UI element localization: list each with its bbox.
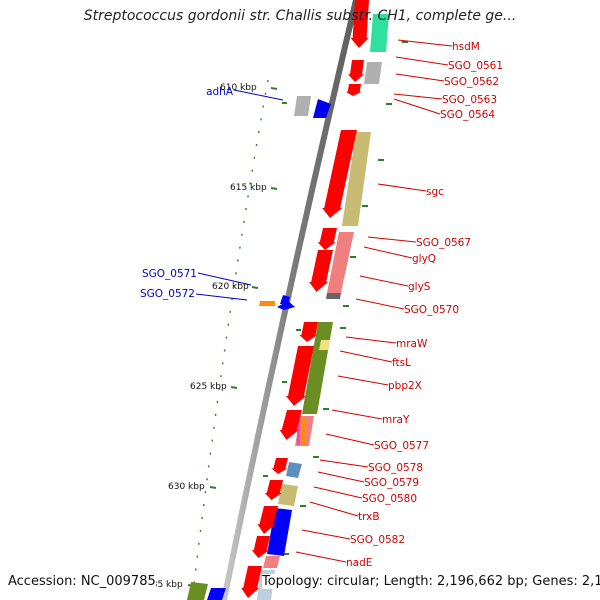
- gene-arrow: [299, 322, 318, 342]
- ruler-label: 615 kbp: [230, 183, 267, 193]
- ruler-label: 625 kbp: [190, 382, 227, 392]
- topology-text: Topology: circular; Length: 2,196,662 bp…: [262, 574, 600, 589]
- gene-arrow: [322, 130, 357, 218]
- gene-label: adhA: [206, 86, 234, 98]
- gene-arrow: [286, 346, 314, 406]
- ruler-label: 610 kbp: [220, 83, 257, 93]
- gene-label: SGO_0562: [444, 76, 499, 88]
- gene-label: SGO_0570: [404, 304, 459, 316]
- gene-label: SGO_0563: [442, 94, 497, 106]
- gene-label: trxB: [358, 511, 380, 523]
- ruler-label: 620 kbp: [212, 282, 249, 292]
- gene-arrow: [241, 566, 262, 598]
- gene-label: SGO_0577: [374, 440, 429, 452]
- gene-label: SGO_0580: [362, 493, 417, 505]
- gene-labels-left: adhA SGO_0571 SGO_0572: [140, 86, 234, 300]
- accession-text: Accession: NC_009785: [8, 574, 156, 589]
- gene-label: SGO_0572: [140, 288, 195, 300]
- gene-label: glyS: [408, 281, 431, 293]
- ruler-label: 635 kbp: [146, 580, 183, 590]
- gene-label: SGO_0571: [142, 268, 197, 280]
- gene-label: SGO_0578: [368, 462, 423, 474]
- gene-label: pbp2X: [388, 380, 422, 392]
- gene-label: SGO_0579: [364, 477, 419, 489]
- gene-label: ftsL: [392, 357, 411, 369]
- leader-lines-right: [295, 39, 453, 563]
- gene-arrow: [279, 410, 302, 440]
- gene-label: SGO_0564: [440, 109, 495, 121]
- gene-arrow: [348, 60, 365, 82]
- gene-arrow: [350, 0, 369, 48]
- gene-arrow: [345, 84, 362, 96]
- gene-label: mraY: [382, 414, 410, 426]
- ruler-label: 630 kbp: [168, 482, 205, 492]
- map-title: Streptococcus gordonii str. Challis subs…: [83, 8, 517, 24]
- strand-dashes: [263, 41, 408, 555]
- gene-label: nadE: [346, 557, 372, 569]
- gene-arrows: [241, 0, 369, 598]
- gene-arrow: [317, 228, 337, 250]
- gene-arrow: [251, 536, 270, 558]
- gene-arrow: [271, 458, 288, 474]
- gene-arrow: [309, 250, 333, 292]
- leader-lines-left: [195, 89, 284, 301]
- ruler-arc: [191, 79, 269, 600]
- ruler-ticks: [187, 87, 278, 587]
- gene-label: SGO_0561: [448, 60, 503, 72]
- ruler-labels: 610 kbp 615 kbp 620 kbp 625 kbp 630 kbp …: [146, 83, 267, 590]
- gene-labels-right: hsdM SGO_0561 SGO_0562 SGO_0563 SGO_0564…: [346, 41, 503, 569]
- gene-label: glyQ: [412, 253, 436, 265]
- gene-label: SGO_0582: [350, 534, 405, 546]
- gene-label: mraW: [396, 338, 428, 350]
- gene-label: SGO_0567: [416, 237, 471, 249]
- gene-label: sgc: [426, 186, 444, 198]
- gene-label: hsdM: [452, 41, 480, 53]
- gene-arrow: [257, 506, 278, 534]
- gene-arrow: [264, 480, 283, 500]
